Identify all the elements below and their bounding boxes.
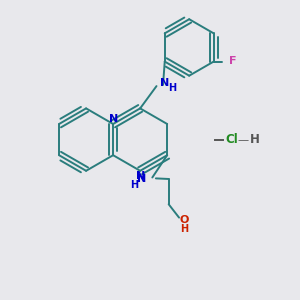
Text: N: N: [109, 114, 118, 124]
Text: N: N: [160, 77, 170, 88]
Text: N: N: [137, 174, 146, 184]
Text: H: H: [250, 133, 260, 146]
Text: H: H: [168, 83, 176, 94]
Text: H: H: [130, 180, 138, 190]
Text: F: F: [229, 56, 237, 66]
Text: —: —: [238, 135, 249, 145]
Text: O: O: [179, 215, 189, 225]
Text: H: H: [180, 224, 188, 234]
Text: N: N: [136, 171, 146, 181]
Text: Cl: Cl: [226, 133, 239, 146]
